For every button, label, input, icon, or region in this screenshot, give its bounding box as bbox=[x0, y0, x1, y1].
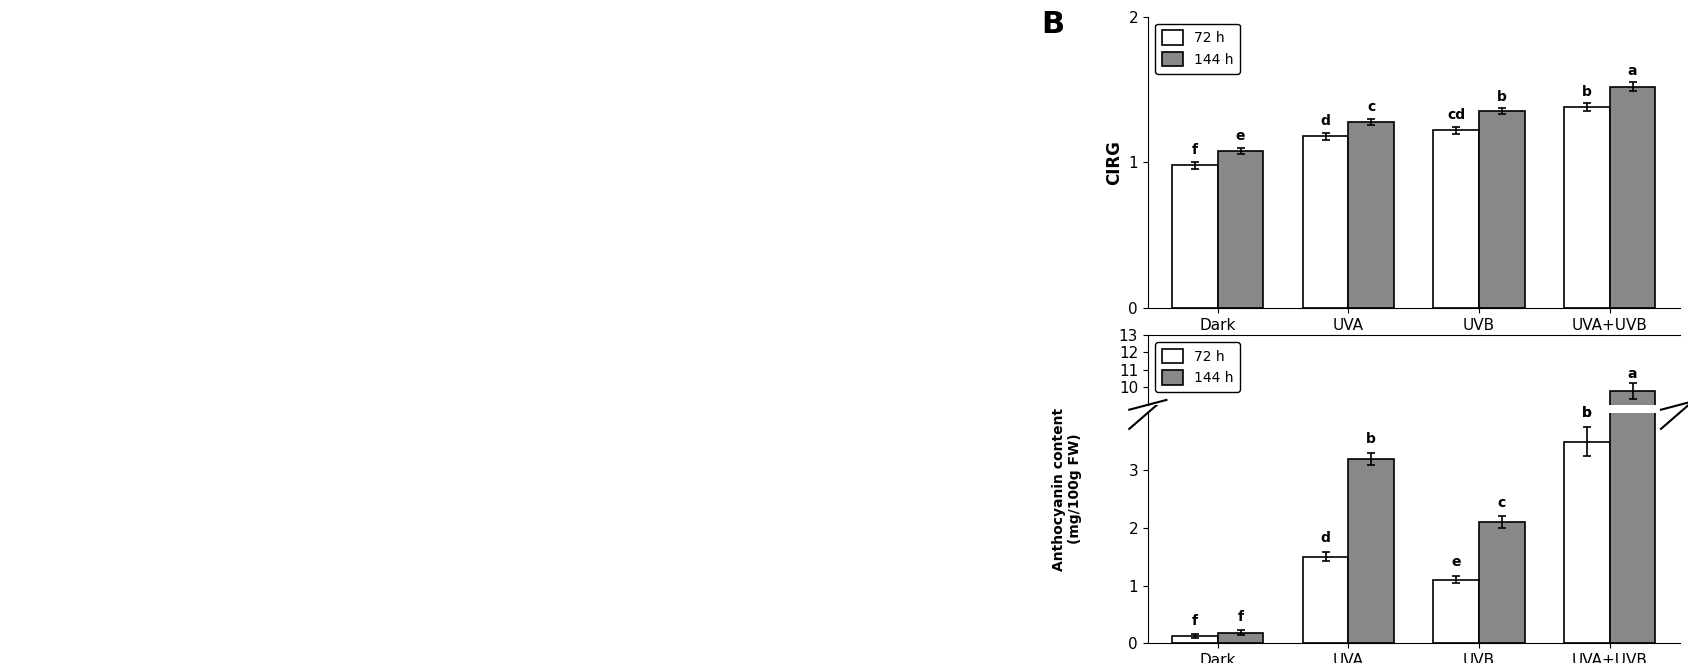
Text: b: b bbox=[1582, 406, 1592, 420]
Text: cd: cd bbox=[1447, 108, 1465, 122]
Bar bbox=[1217, 633, 1263, 643]
Legend: 72 h, 144 h: 72 h, 144 h bbox=[1155, 341, 1241, 392]
Text: d: d bbox=[1320, 531, 1330, 545]
Legend: 72 h, 144 h: 72 h, 144 h bbox=[1155, 23, 1241, 74]
Text: UVB: UVB bbox=[643, 33, 685, 51]
Text: B: B bbox=[1041, 10, 1065, 39]
Bar bbox=[1349, 507, 1394, 562]
Text: Dark: Dark bbox=[204, 33, 252, 51]
Y-axis label: CIRG: CIRG bbox=[1106, 140, 1123, 185]
Text: c: c bbox=[1367, 100, 1376, 114]
Text: b: b bbox=[1582, 406, 1592, 420]
Text: UVA+UVB: UVA+UVB bbox=[824, 33, 922, 51]
Bar bbox=[1565, 501, 1610, 562]
Text: Anthocyanin content
(mg/100g FW): Anthocyanin content (mg/100g FW) bbox=[1052, 407, 1082, 571]
Bar bbox=[1479, 522, 1524, 643]
Text: a: a bbox=[1627, 367, 1637, 381]
Bar bbox=[1565, 442, 1610, 643]
Text: e: e bbox=[1236, 129, 1246, 143]
Text: f: f bbox=[1192, 143, 1198, 157]
Bar bbox=[1610, 87, 1656, 308]
Text: b: b bbox=[1366, 432, 1376, 446]
Bar bbox=[1349, 459, 1394, 643]
Bar bbox=[1217, 559, 1263, 562]
Text: c: c bbox=[1497, 495, 1506, 510]
Text: e: e bbox=[1452, 556, 1460, 570]
Text: a: a bbox=[1627, 64, 1637, 78]
Text: b: b bbox=[1497, 90, 1507, 104]
Text: 72 h: 72 h bbox=[30, 256, 79, 274]
Text: A: A bbox=[25, 20, 47, 48]
Bar bbox=[1303, 557, 1349, 643]
Bar bbox=[1349, 121, 1394, 308]
Bar bbox=[1433, 131, 1479, 308]
Bar bbox=[1303, 136, 1349, 308]
Text: 144 h: 144 h bbox=[30, 508, 93, 526]
Bar bbox=[1433, 543, 1479, 562]
Text: b: b bbox=[1582, 85, 1592, 99]
Bar bbox=[1610, 79, 1656, 643]
Bar bbox=[1433, 579, 1479, 643]
Text: f: f bbox=[1237, 609, 1244, 623]
Bar bbox=[1171, 165, 1217, 308]
Text: UVA: UVA bbox=[425, 33, 468, 51]
Text: d: d bbox=[1320, 114, 1330, 128]
Bar bbox=[1303, 536, 1349, 562]
Text: f: f bbox=[1192, 613, 1198, 628]
Bar bbox=[1171, 560, 1217, 562]
Bar bbox=[1479, 111, 1524, 308]
Text: 5 cm: 5 cm bbox=[79, 591, 118, 607]
Bar bbox=[1217, 151, 1263, 308]
Bar bbox=[1479, 526, 1524, 562]
Bar bbox=[1610, 391, 1656, 562]
Bar bbox=[1171, 636, 1217, 643]
Bar bbox=[1565, 107, 1610, 308]
